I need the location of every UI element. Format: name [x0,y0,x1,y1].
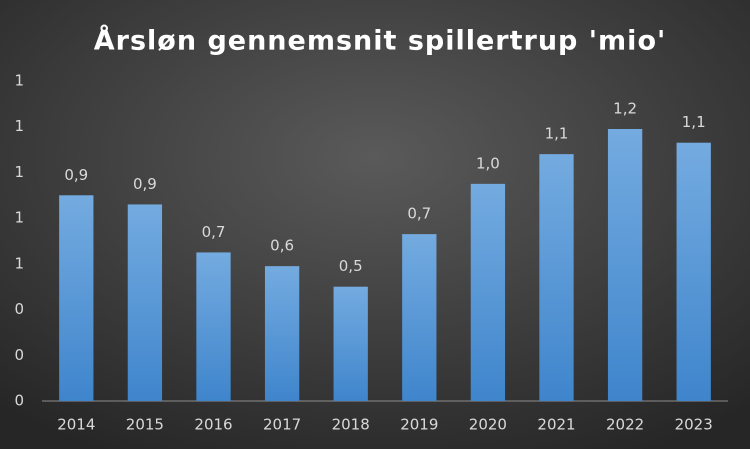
x-tick-label: 2016 [194,416,232,434]
bar [59,195,94,401]
y-tick-label: 1 [14,254,24,272]
x-tick-label: 2021 [537,416,575,434]
data-label: 1,1 [545,125,569,143]
bar [196,252,231,401]
bar [676,142,711,401]
data-label: 0,6 [270,237,294,255]
bar [470,183,506,401]
y-tick-label: 0 [14,392,24,410]
y-tick-label: 1 [14,163,24,181]
bar [539,154,574,401]
x-tick-label: 2022 [606,416,644,434]
data-label: 0,9 [133,175,157,193]
y-tick-label: 0 [14,300,24,318]
data-label: 0,7 [202,223,226,241]
y-tick-label: 1 [14,117,24,135]
bar [127,204,163,401]
data-label: 0,9 [64,166,88,184]
x-tick-label: 2023 [675,416,713,434]
data-label: 1,0 [476,154,500,172]
data-label: 1,2 [613,100,637,118]
chart-title: Årsløn gennemsnit spillertrup 'mio' [94,25,667,57]
y-tick-label: 1 [14,209,24,227]
y-tick-label: 1 [14,72,24,90]
y-tick-label: 0 [14,346,24,364]
data-label: 1,1 [682,113,706,131]
bar [607,129,643,401]
x-tick-label: 2014 [57,416,95,434]
data-label: 0,5 [339,257,363,275]
x-tick-label: 2017 [263,416,301,434]
bar [264,266,300,401]
bar [333,286,368,401]
x-tick-label: 2019 [400,416,438,434]
x-tick-label: 2020 [469,416,507,434]
bar [402,234,437,401]
x-tick-label: 2015 [126,416,164,434]
data-label: 0,7 [407,205,431,223]
x-tick-label: 2018 [332,416,370,434]
